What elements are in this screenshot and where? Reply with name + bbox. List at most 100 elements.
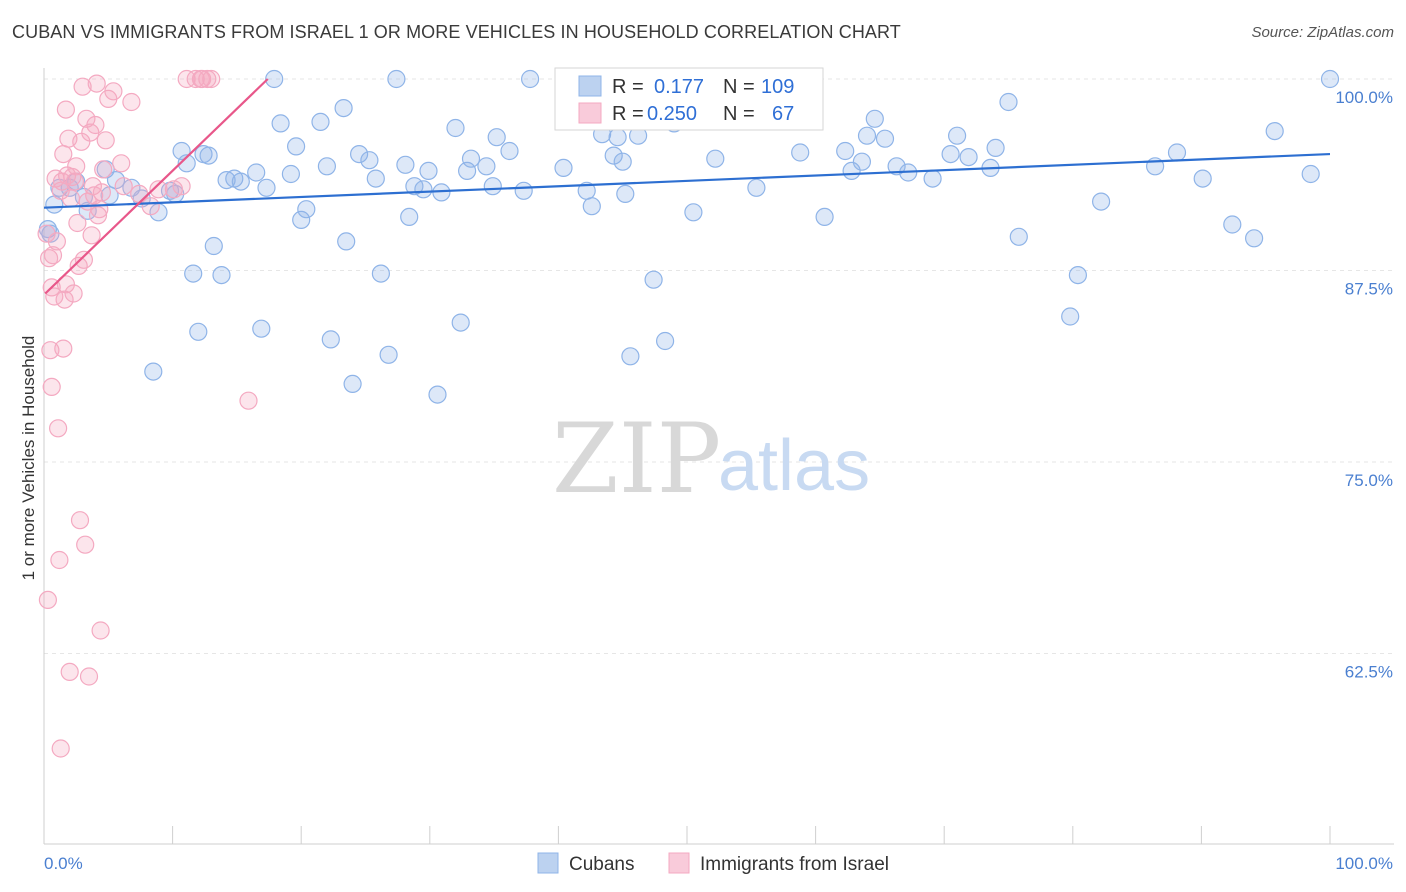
point-cubans [281,164,300,184]
point-israel [54,339,73,358]
point-israel [112,154,131,173]
point-cubans [608,128,627,147]
point-cubans [252,319,271,338]
point-cubans [212,266,231,285]
point-cubans [446,118,465,138]
y-tick-label: 75.0% [1345,471,1393,490]
source-credit: Source: ZipAtlas.com [1251,24,1394,41]
point-cubans [1068,266,1088,285]
point-cubans [317,157,336,176]
point-israel [47,232,67,251]
stats-r-value-cubans: 0.177 [654,76,704,98]
point-israel [91,621,110,640]
point-cubans [554,158,573,177]
point-israel [86,115,105,135]
point-cubans [1223,215,1242,234]
point-cubans [343,374,362,393]
point-israel [70,511,90,530]
point-israel [45,287,64,306]
point-cubans [350,145,369,164]
point-cubans [791,143,810,162]
point-cubans [857,126,877,145]
trend-line-cubans [43,152,1331,209]
point-cubans [247,163,266,182]
point-israel [74,250,94,269]
point-cubans [887,157,906,176]
point-cubans [337,232,356,251]
point-israel [50,550,69,570]
point-cubans [287,137,306,156]
point-cubans [379,345,398,364]
point-cubans [500,141,519,161]
point-cubans [177,154,196,173]
point-cubans [836,141,855,161]
point-israel [88,206,108,225]
point-israel [48,419,68,438]
point-cubans [959,148,978,167]
point-cubans [311,112,330,132]
point-cubans [644,270,663,289]
point-cubans [706,149,725,168]
point-israel [77,109,96,128]
point-cubans [204,236,223,256]
point-cubans [199,146,218,165]
point-cubans [1061,307,1080,326]
legend-swatch-cubans [537,852,559,874]
point-cubans [947,126,967,145]
point-cubans [297,200,316,219]
point-cubans [292,210,311,229]
point-cubans [923,169,942,188]
point-israel [104,82,123,101]
point-cubans [1193,169,1212,188]
point-cubans [986,138,1005,157]
point-cubans [451,313,470,332]
x-tick-label-right: 100.0% [1335,854,1393,873]
point-israel [83,177,103,196]
point-cubans [396,155,415,174]
point-israel [79,667,99,686]
point-israel [90,200,109,219]
point-israel [172,177,191,196]
point-cubans [184,264,203,283]
series-legend: Cubans Immigrants from Israel [537,852,889,875]
point-israel [67,157,86,176]
point-cubans [604,146,623,165]
point-cubans [387,69,406,89]
point-israel [38,590,58,610]
point-cubans [520,69,540,89]
point-cubans [144,362,163,381]
point-cubans [400,207,419,226]
point-cubans [616,184,635,203]
point-cubans [875,129,895,148]
point-cubans [815,207,834,226]
point-israel [202,69,221,89]
y-tick-label: 87.5% [1345,280,1393,299]
point-cubans [271,114,290,133]
y-tick-label: 62.5% [1345,663,1393,682]
point-cubans [231,172,250,191]
watermark: ZIP atlas [552,403,870,515]
point-cubans [461,149,481,168]
point-israel [65,172,85,191]
point-israel [68,213,87,233]
point-cubans [360,151,379,170]
point-israel [82,226,101,245]
point-cubans [1320,69,1340,89]
point-israel [42,377,61,396]
watermark-atlas: atlas [718,426,870,506]
point-cubans [1091,192,1111,211]
stats-n-label-israel: N = [723,103,755,125]
y-tick-label: 100.0% [1335,88,1393,107]
point-israel [56,100,76,119]
point-cubans [684,203,703,222]
point-cubans [321,330,340,349]
stats-r-label-israel: R = [612,103,644,125]
point-cubans [852,152,872,171]
point-cubans [1167,143,1187,162]
point-israel [92,183,112,202]
point-israel [51,739,70,758]
point-israel [198,69,217,89]
point-israel [51,181,70,200]
point-cubans [655,331,675,351]
point-israel [60,662,79,682]
